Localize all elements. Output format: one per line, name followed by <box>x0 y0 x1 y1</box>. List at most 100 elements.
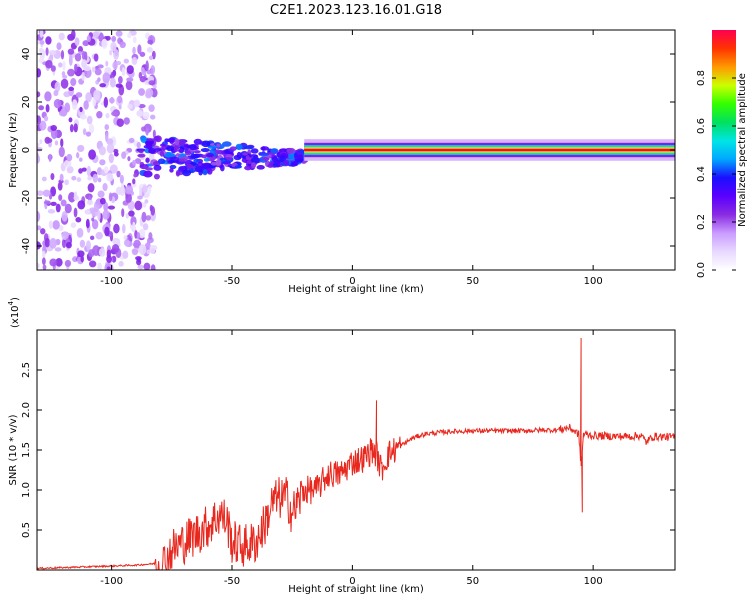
heatmap-cell <box>198 169 203 176</box>
heatmap-cell <box>146 249 151 255</box>
heatmap-cell <box>131 248 139 256</box>
heatmap-cell <box>98 32 104 43</box>
colorbar: 0.0 0.2 0.4 0.6 0.8 Normalized spectral ampl… <box>696 30 748 278</box>
heatmap-cell <box>288 157 295 162</box>
heatmap-cell <box>109 77 116 88</box>
heatmap-cell <box>150 264 156 270</box>
heatmap-cell <box>127 156 131 162</box>
heatmap-cell <box>37 241 42 250</box>
heatmap-cell <box>118 260 124 267</box>
snr-y-tick-label: 1.0 <box>21 482 32 498</box>
heatmap-cell <box>111 255 117 263</box>
colorbar-tick-label: 0.4 <box>696 166 707 182</box>
heatmap-cell <box>42 189 51 197</box>
heatmap-cell <box>201 163 210 169</box>
heatmap-cell <box>115 30 123 37</box>
heatmap-cell <box>138 244 147 255</box>
heatmap-cell <box>105 35 111 41</box>
heatmap-cell <box>106 266 111 270</box>
colorbar-label: Normalized spectral amplitude <box>737 73 748 227</box>
heatmap-cell <box>132 221 136 231</box>
heatmap-cell <box>111 111 118 117</box>
heatmap-cell <box>88 260 97 268</box>
heatmap-cell <box>136 141 141 149</box>
spectrogram-y-tick-label: 20 <box>21 96 32 109</box>
heatmap-cell <box>99 159 106 166</box>
heatmap-cell <box>123 239 130 247</box>
heatmap-cell <box>145 60 149 72</box>
snr-x-tick-label: 0 <box>349 576 355 587</box>
heatmap-cell <box>48 49 57 56</box>
heatmap-cell <box>88 123 95 134</box>
heatmap-cell <box>70 78 77 86</box>
heatmap-cell <box>141 69 147 76</box>
heatmap-cell <box>106 138 114 145</box>
heatmap-cell <box>125 213 129 219</box>
heatmap-cell <box>89 235 95 241</box>
heatmap-cell <box>206 152 214 158</box>
heatmap-cell <box>66 166 74 174</box>
heatmap-cell <box>244 165 252 171</box>
heatmap-cell <box>148 80 156 86</box>
spectrogram-x-tick-label: 0 <box>349 276 355 287</box>
heatmap-cell <box>173 145 179 153</box>
heatmap-cell <box>81 59 87 69</box>
spectrogram-y-label: Frequency (Hz) <box>8 112 19 188</box>
heatmap-cell <box>79 157 83 162</box>
snr-x-tick-label: 100 <box>584 576 603 587</box>
heatmap-cell <box>154 135 162 143</box>
heatmap-cell <box>202 169 208 176</box>
heatmap-cell <box>91 217 95 222</box>
heatmap-cell <box>102 72 111 84</box>
heatmap-cell <box>248 154 259 158</box>
heatmap-cell <box>201 140 211 148</box>
heatmap-cell <box>97 77 101 82</box>
heatmap-cell <box>70 222 77 228</box>
heatmap-cell <box>37 68 42 78</box>
heatmap-cell <box>88 149 97 160</box>
heatmap-cell <box>71 99 78 110</box>
spectrogram-x-tick-label: -100 <box>100 276 123 287</box>
spectrogram-x-tick-label: -50 <box>224 276 240 287</box>
heatmap-cell <box>44 237 50 248</box>
heatmap-cell <box>105 60 109 67</box>
heatmap-cell <box>123 58 129 64</box>
heatmap-cell <box>55 203 61 213</box>
heatmap-cell <box>97 262 102 270</box>
heatmap-cell <box>93 89 101 101</box>
heatmap-cell <box>57 181 63 191</box>
heatmap-cell <box>92 245 100 256</box>
heatmap-cell <box>86 115 93 125</box>
heatmap-cell <box>77 144 85 153</box>
heatmap-cell <box>48 220 54 229</box>
heatmap-cell <box>137 264 144 270</box>
heatmap-cell <box>279 148 288 153</box>
heatmap-cell <box>201 154 208 159</box>
heatmap-cell <box>286 147 296 155</box>
heatmap-cell <box>76 152 80 159</box>
heatmap-cell <box>182 169 192 177</box>
heatmap-cell <box>148 104 155 113</box>
heatmap-cell <box>119 41 126 49</box>
heatmap-cell <box>68 54 73 66</box>
snr-x-tick-label: -50 <box>224 576 240 587</box>
heatmap-cell <box>101 38 108 49</box>
heatmap-cell <box>258 165 263 170</box>
snr-x-axis: -100 -50 0 50 100 <box>100 330 603 587</box>
heatmap-cell <box>46 138 53 143</box>
heatmap-cell <box>37 115 42 125</box>
heatmap-cell <box>159 150 165 157</box>
heatmap-cell <box>169 137 175 145</box>
heatmap-cell <box>42 264 47 270</box>
heatmap-cell <box>141 211 147 223</box>
heatmap-cell <box>86 199 94 206</box>
snr-plot-area <box>37 330 675 570</box>
heatmap-cell <box>64 259 72 267</box>
heatmap-cell <box>144 199 149 204</box>
heatmap-cell <box>77 200 86 210</box>
heatmap-cell <box>38 47 44 53</box>
heatmap-cell <box>200 148 210 153</box>
heatmap-cell <box>106 173 114 182</box>
heatmap-cell <box>37 225 42 231</box>
